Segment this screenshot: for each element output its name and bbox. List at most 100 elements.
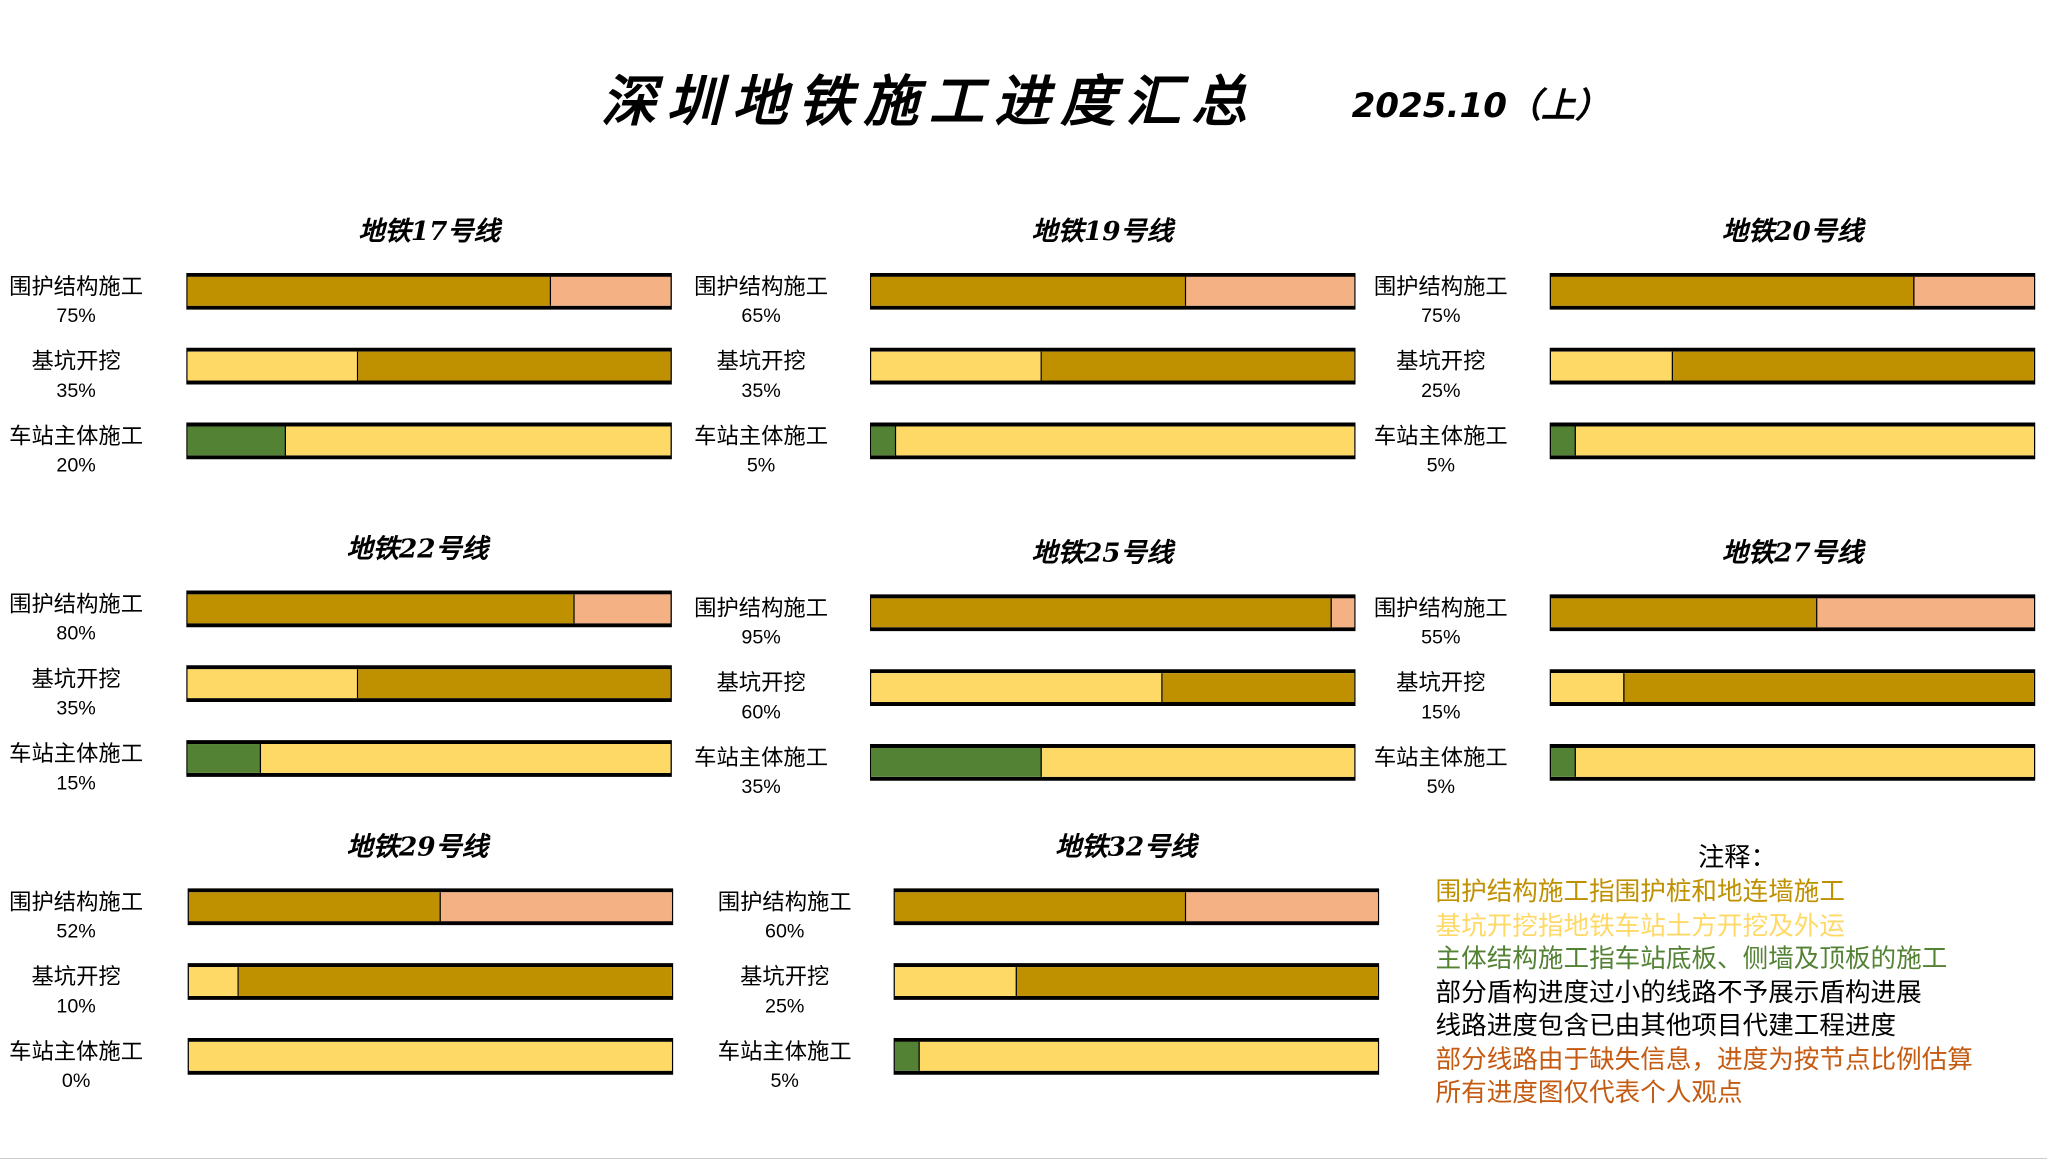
stage-label: 围护结构施工	[1373, 595, 1508, 622]
progress-fill	[871, 747, 1042, 777]
stage-label: 基坑开挖	[31, 349, 121, 376]
stage-label: 围护结构施工	[694, 274, 828, 301]
note-item: 基坑开挖指地铁车站土方开挖及外运	[1435, 910, 1845, 941]
stage-percent: 75%	[1421, 305, 1461, 328]
stage-label: 车站主体施工	[1373, 745, 1508, 772]
line-title: 地铁32号线	[1055, 830, 1197, 863]
stage-label: 车站主体施工	[694, 423, 828, 451]
progress-bar	[893, 1037, 1380, 1075]
progress-bar	[187, 888, 674, 926]
line-title: 地铁20号线	[1721, 215, 1864, 247]
progress-bar	[186, 665, 672, 703]
progress-remaining	[285, 426, 671, 456]
progress-fill	[1551, 673, 1625, 703]
stage-label: 围护结构施工	[694, 595, 828, 622]
stage-label: 车站主体施工	[9, 423, 144, 451]
progress-fill	[871, 426, 897, 456]
progress-fill	[1551, 276, 1915, 306]
progress-bar	[893, 963, 1380, 1000]
stage-percent: 5%	[1426, 454, 1456, 477]
progress-remaining	[1331, 598, 1355, 628]
progress-bar	[869, 272, 1356, 310]
stage-label: 围护结构施工	[717, 889, 852, 916]
progress-fill	[187, 594, 576, 624]
progress-fill	[871, 351, 1042, 381]
stage-percent: 52%	[56, 920, 96, 943]
progress-remaining	[1041, 747, 1355, 777]
progress-remaining	[1624, 673, 2034, 703]
progress-bar	[1549, 347, 2036, 385]
progress-fill	[871, 673, 1163, 703]
stage-percent: 15%	[56, 772, 96, 795]
progress-bar	[1549, 272, 2036, 310]
progress-fill	[187, 351, 358, 381]
progress-bar	[1549, 669, 2036, 706]
progress-bar	[1549, 422, 2036, 460]
report-date: 2025.10（上）	[1351, 86, 1610, 126]
progress-bar	[869, 422, 1356, 460]
line-title: 地铁27号线	[1721, 536, 1864, 569]
note-item: 部分盾构进度过小的线路不予展示盾构进展	[1435, 976, 1922, 1008]
progress-remaining	[357, 669, 671, 699]
progress-bar	[869, 744, 1356, 781]
stage-label: 基坑开挖	[716, 670, 806, 697]
progress-bar	[186, 590, 672, 628]
progress-remaining	[920, 1041, 1378, 1071]
stage-label: 基坑开挖	[31, 666, 121, 693]
line-title: 地铁19号线	[1031, 215, 1174, 247]
note-item: 主体结构施工指车站底板、侧墙及顶板的施工	[1435, 943, 1948, 974]
stage-percent: 5%	[1426, 776, 1456, 799]
stage-label: 围护结构施工	[1373, 274, 1508, 301]
stage-label: 基坑开挖	[716, 349, 806, 376]
stage-percent: 65%	[741, 305, 781, 328]
progress-bar	[893, 888, 1380, 926]
progress-fill	[894, 892, 1186, 922]
page-title: 深圳地铁施工进度汇总	[600, 69, 1258, 134]
stage-percent: 0%	[61, 1070, 91, 1093]
stage-percent: 55%	[1421, 626, 1461, 649]
progress-remaining	[1185, 892, 1378, 922]
progress-remaining	[1162, 673, 1355, 703]
note-item: 围护结构施工指围护桩和地连墙施工	[1435, 876, 1845, 907]
progress-fill	[871, 276, 1187, 306]
progress-fill	[1551, 426, 1577, 456]
progress-fill	[188, 967, 239, 996]
stage-percent: 60%	[741, 701, 781, 724]
progress-fill	[188, 892, 442, 922]
note-item: 部分线路由于缺失信息，进度为按节点比例估算	[1435, 1043, 1973, 1075]
stage-percent: 25%	[764, 995, 805, 1018]
progress-fill	[894, 967, 1017, 996]
line-title: 地铁29号线	[346, 830, 489, 863]
progress-remaining	[1016, 967, 1378, 996]
progress-bar	[869, 347, 1356, 385]
line-title: 地铁25号线	[1031, 536, 1174, 569]
stage-label: 基坑开挖	[31, 964, 121, 991]
progress-remaining	[1576, 747, 2034, 777]
progress-remaining	[896, 426, 1355, 456]
stage-label: 围护结构施工	[9, 889, 144, 916]
progress-remaining	[357, 351, 671, 381]
note-item: 所有进度图仅代表个人观点	[1435, 1077, 1743, 1108]
progress-remaining	[441, 892, 672, 922]
stage-percent: 75%	[56, 305, 96, 328]
progress-remaining	[238, 967, 672, 996]
progress-remaining	[1914, 276, 2034, 306]
stage-label: 基坑开挖	[1396, 349, 1486, 376]
stage-percent: 60%	[764, 920, 805, 943]
stage-label: 基坑开挖	[740, 964, 830, 991]
progress-remaining	[551, 276, 671, 306]
stage-label: 车站主体施工	[9, 1039, 144, 1066]
progress-bar	[869, 669, 1356, 706]
progress-remaining	[1817, 598, 2034, 628]
stage-label: 围护结构施工	[9, 591, 144, 619]
progress-fill	[187, 276, 552, 306]
progress-remaining	[1041, 351, 1355, 381]
progress-remaining	[575, 594, 671, 624]
progress-bar	[186, 347, 672, 385]
stage-percent: 15%	[1421, 701, 1461, 724]
progress-bar	[1549, 744, 2036, 781]
stage-percent: 35%	[741, 379, 781, 403]
progress-remaining	[1576, 426, 2034, 456]
progress-fill	[1551, 598, 1818, 628]
